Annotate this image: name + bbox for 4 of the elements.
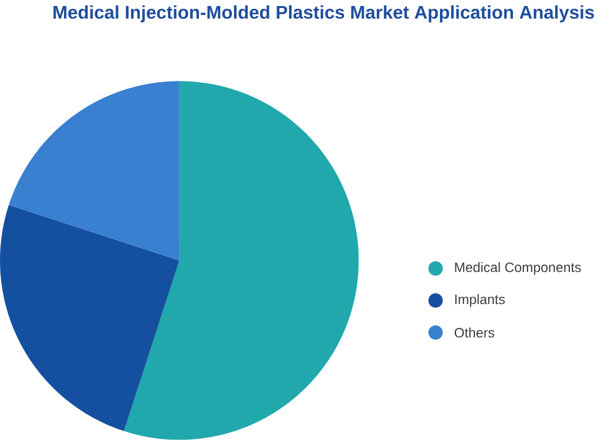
legend-label: Medical Components <box>455 262 581 275</box>
legend-label: Implants <box>455 294 505 307</box>
chart-title: Medical Injection-Molded Plastics Market Application Analysis <box>54 5 594 22</box>
legend-label: Others <box>454 328 494 338</box>
